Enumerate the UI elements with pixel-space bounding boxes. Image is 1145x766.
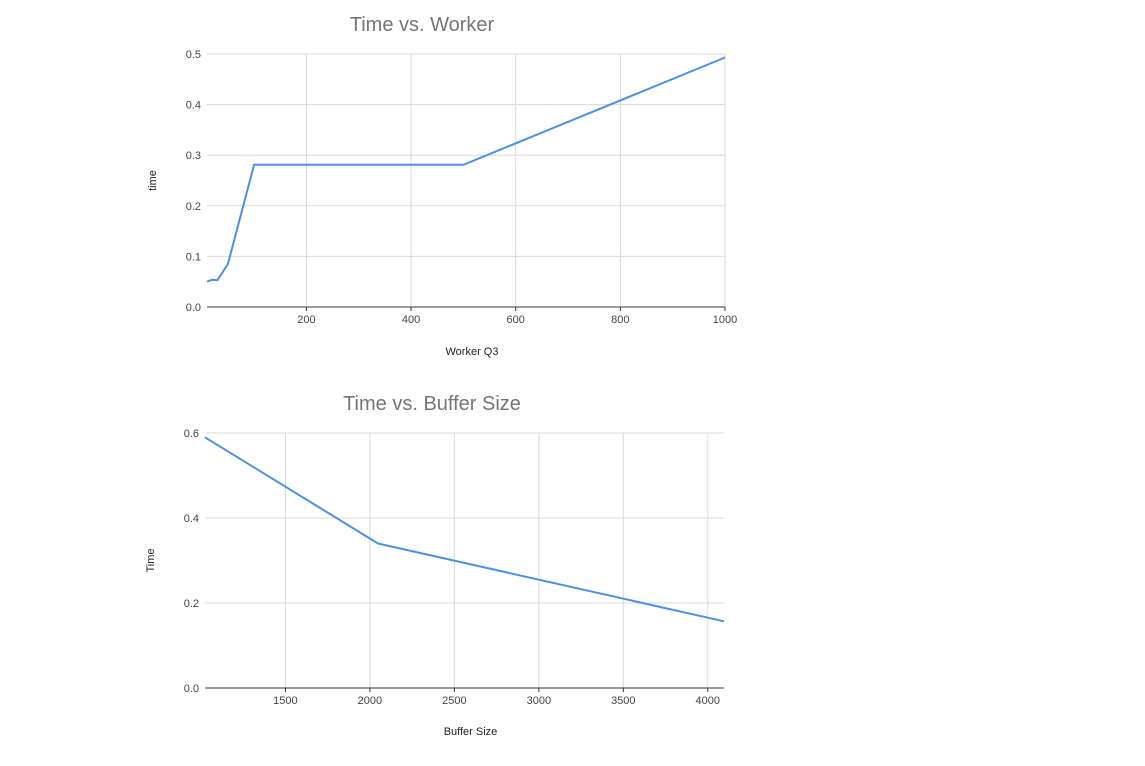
y-tick-label: 0.5 [186, 49, 201, 61]
x-tick-label: 200 [297, 314, 315, 326]
y-tick-label: 0.4 [184, 513, 199, 525]
x-axis-label: Worker Q3 [446, 346, 499, 358]
x-tick-label: 2500 [442, 695, 466, 707]
chart-title: Time vs. Buffer Size [343, 393, 521, 415]
x-tick-label: 3000 [527, 695, 551, 707]
y-tick-label: 0.2 [184, 598, 199, 610]
x-axis-label: Buffer Size [444, 726, 498, 738]
x-tick-label: 4000 [696, 695, 720, 707]
x-tick-label: 1500 [273, 695, 297, 707]
x-tick-label: 600 [507, 314, 525, 326]
y-axis-label: time [147, 170, 159, 191]
x-tick-label: 800 [611, 314, 629, 326]
x-tick-label: 400 [402, 314, 420, 326]
chart-time-vs-worker: 0.0 0.1 0.2 0.3 0.4 0.5 200 400 600 800 1000 Time v… [147, 14, 737, 358]
x-tick-label: 2000 [358, 695, 382, 707]
y-tick-label: 0.0 [184, 683, 199, 695]
y-tick-label: 0.3 [186, 150, 201, 162]
x-tick-label: 3500 [611, 695, 635, 707]
y-tick-label: 0.4 [186, 100, 201, 112]
x-tick-label: 1000 [713, 314, 737, 326]
y-tick-label: 0.0 [186, 302, 201, 314]
y-tick-label: 0.1 [186, 251, 201, 263]
y-tick-label: 0.6 [184, 428, 199, 440]
y-tick-label: 0.2 [186, 201, 201, 213]
series-line [204, 436, 725, 623]
y-axis-label: Time [145, 548, 157, 572]
chart-time-vs-buffer-size: 0.0 0.2 0.4 0.6 1500 2000 2500 3000 3500 4000 Time… [145, 393, 725, 738]
chart-title: Time vs. Worker [350, 14, 495, 36]
series-line [206, 56, 726, 283]
